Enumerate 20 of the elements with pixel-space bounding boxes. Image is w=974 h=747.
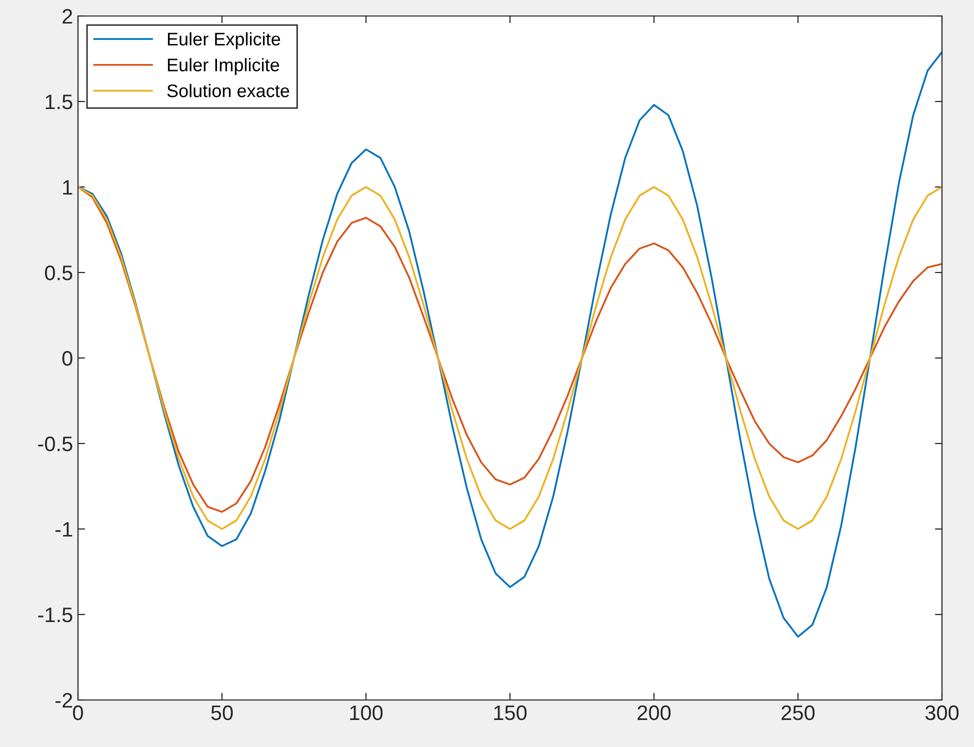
y-tick-label: -1 [56, 522, 72, 537]
y-tick-label: 2 [62, 9, 72, 24]
line-series [78, 51, 942, 638]
y-tick-label: 0 [62, 351, 72, 366]
x-tick-label: 0 [73, 705, 83, 720]
legend-label: Solution exacte [167, 84, 290, 98]
y-tick-label: -2 [56, 693, 72, 708]
x-tick-label: 100 [350, 705, 383, 720]
legend-label: Euler Implicite [168, 58, 280, 75]
y-tick-label: -0.5 [38, 436, 72, 452]
y-tick-label: 0.5 [44, 266, 72, 280]
x-tick-label: 300 [925, 705, 959, 720]
x-tick-label: 250 [782, 705, 815, 720]
x-tick-label: 50 [211, 705, 233, 720]
y-tick-label: 1.5 [46, 94, 72, 110]
y-tick-label: 1 [63, 180, 72, 195]
x-tick-label: 150 [494, 705, 527, 720]
x-tick-label: 200 [638, 705, 671, 720]
legend-label: Euler Explicite [168, 32, 280, 50]
y-tick-label: -1.5 [38, 608, 72, 622]
